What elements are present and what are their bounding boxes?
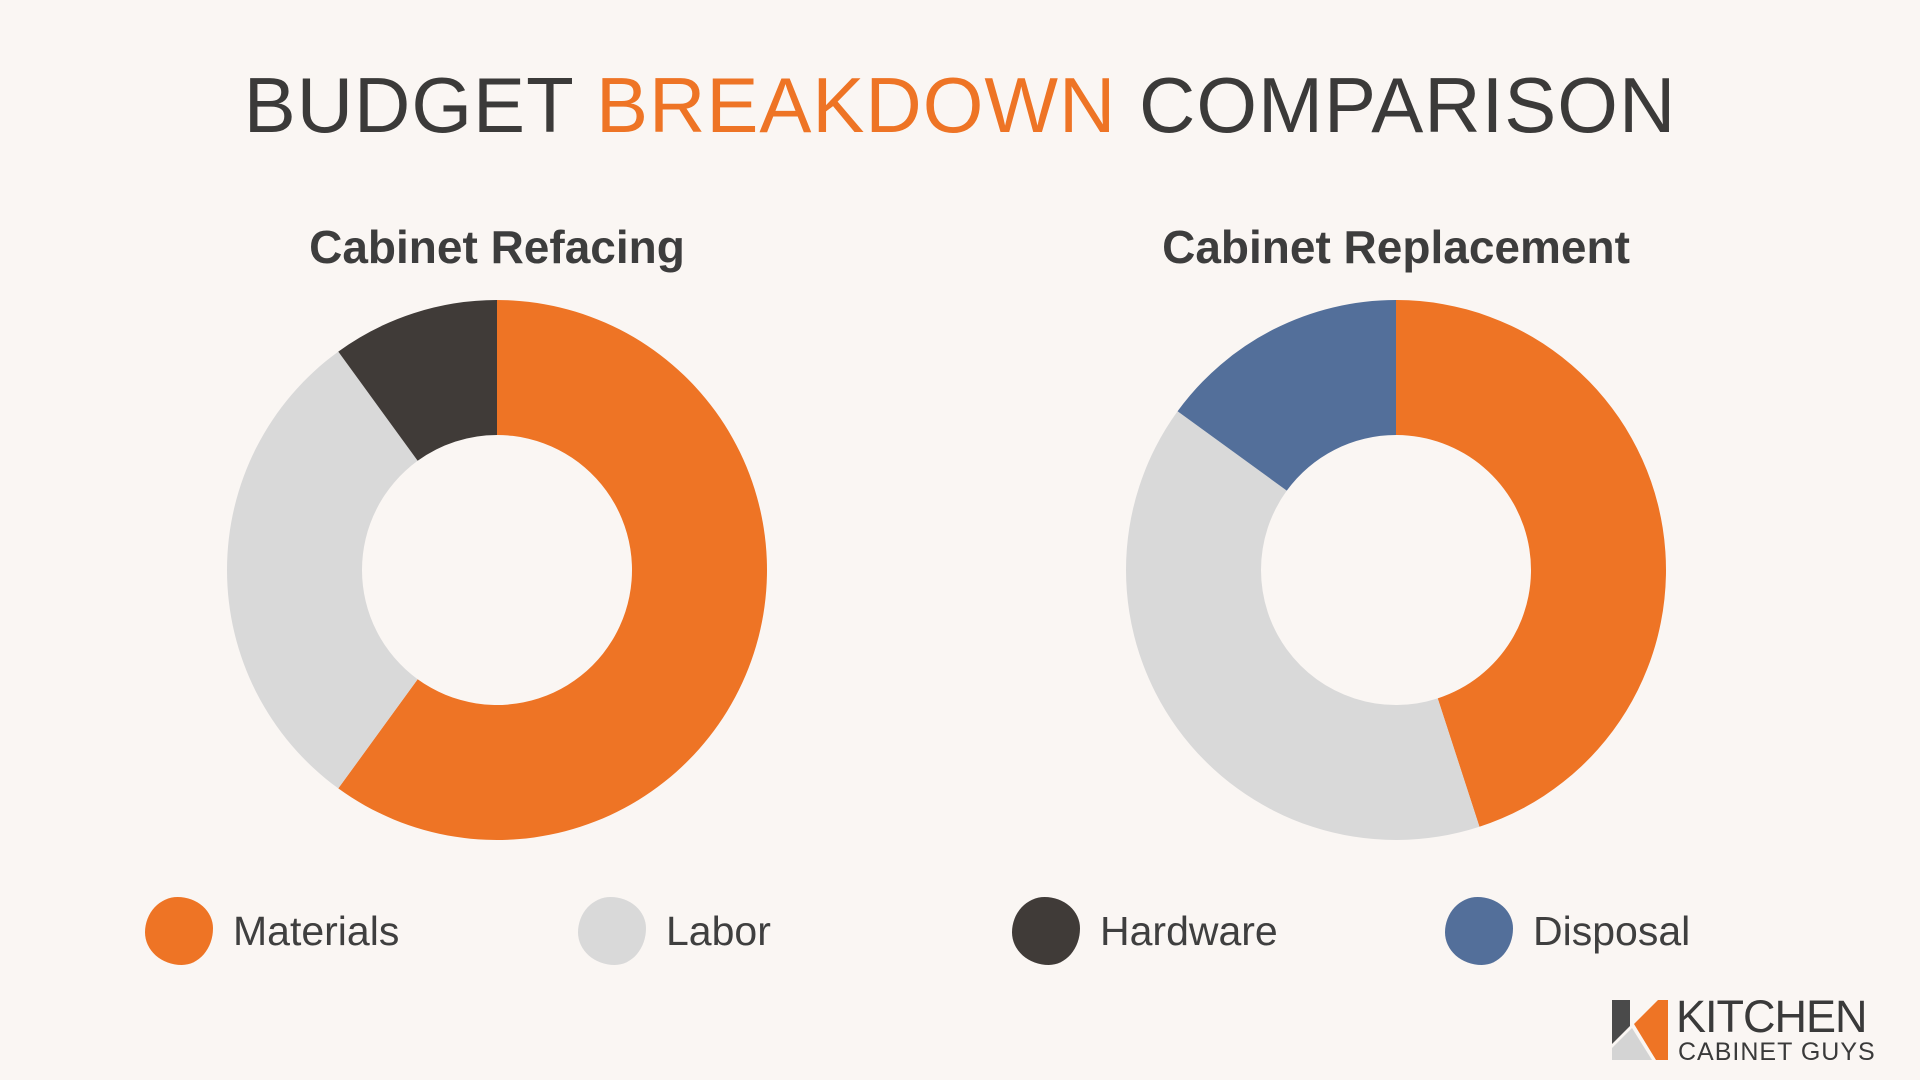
slice-materials bbox=[338, 300, 767, 840]
legend-swatch-materials bbox=[145, 897, 213, 965]
legend-label-materials: Materials bbox=[233, 907, 400, 954]
legend-item-disposal: Disposal bbox=[1445, 896, 1690, 966]
slice-materials bbox=[1396, 300, 1666, 827]
legend-item-materials: Materials bbox=[145, 896, 399, 966]
legend-swatch-labor bbox=[578, 897, 646, 965]
brand-logo: KITCHEN CABINET GUYS bbox=[1612, 991, 1892, 1066]
legend-item-hardware: Hardware bbox=[1012, 896, 1278, 966]
page-title: BUDGET BREAKDOWN COMPARISON bbox=[0, 60, 1920, 151]
slice-hardware bbox=[338, 300, 497, 461]
title-word-3: COMPARISON bbox=[1139, 61, 1677, 149]
legend-swatch-disposal bbox=[1445, 897, 1513, 965]
slice-labor bbox=[1126, 411, 1480, 840]
legend-label-labor: Labor bbox=[666, 907, 771, 954]
slice-disposal bbox=[1177, 300, 1396, 491]
donut-chart-replacement bbox=[1126, 300, 1666, 840]
k-logo-icon bbox=[1612, 1000, 1668, 1060]
logo-text-kitchen: KITCHEN bbox=[1676, 991, 1868, 1042]
legend-item-labor: Labor bbox=[578, 896, 771, 966]
title-word-1: BUDGET bbox=[243, 61, 574, 149]
chart-title-refacing: Cabinet Refacing bbox=[309, 221, 685, 273]
legend-label-disposal: Disposal bbox=[1533, 907, 1691, 954]
donut-chart-refacing bbox=[227, 300, 767, 840]
logo-text-cabinet-guys: CABINET GUYS bbox=[1678, 1038, 1876, 1066]
slice-labor bbox=[227, 351, 418, 789]
chart-title-replacement: Cabinet Replacement bbox=[1162, 221, 1630, 273]
legend-swatch-hardware bbox=[1012, 897, 1080, 965]
title-word-2-accent: BREAKDOWN bbox=[595, 61, 1117, 149]
legend-label-hardware: Hardware bbox=[1100, 907, 1278, 954]
